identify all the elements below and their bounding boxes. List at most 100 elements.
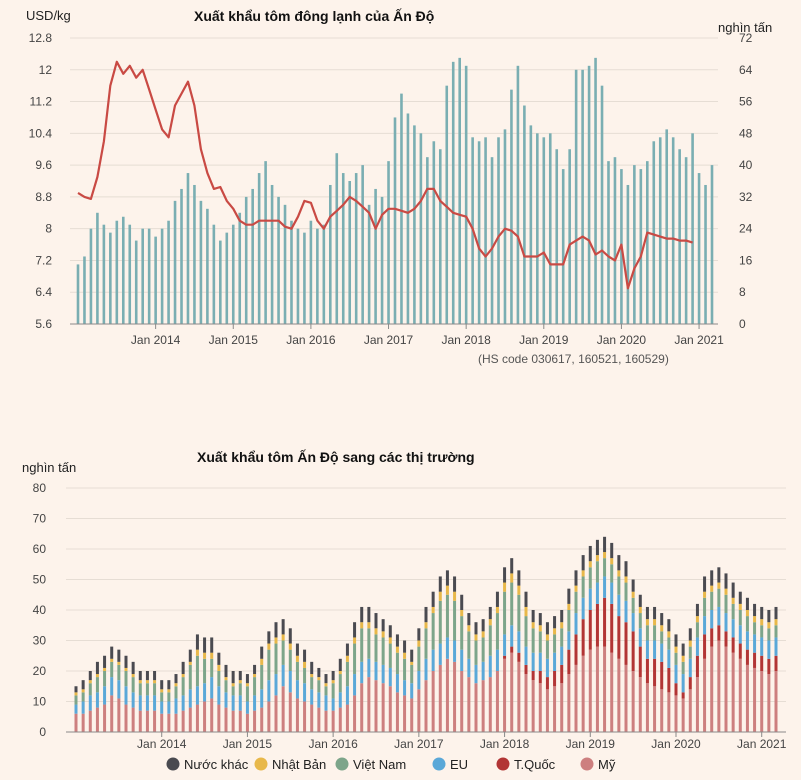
- stacked-segment: [617, 555, 621, 571]
- stacked-segment: [224, 707, 228, 732]
- stacked-segment: [560, 622, 564, 629]
- stacked-segment: [153, 695, 157, 711]
- stacked-segment: [760, 671, 764, 732]
- stacked-segment: [410, 683, 414, 699]
- stacked-segment: [510, 625, 514, 647]
- stacked-segment: [674, 695, 678, 732]
- stacked-segment: [695, 677, 699, 732]
- left-tick-label: 6.4: [35, 285, 52, 299]
- volume-bar: [419, 133, 423, 324]
- volume-bar: [341, 173, 345, 324]
- stacked-segment: [760, 619, 764, 626]
- stacked-segment: [481, 619, 485, 632]
- stacked-segment: [624, 561, 628, 577]
- volume-bar: [529, 125, 533, 324]
- stacked-segment: [124, 655, 128, 668]
- stacked-segment: [738, 603, 742, 610]
- stacked-segment: [545, 622, 549, 635]
- left-tick-label: 7.2: [35, 253, 52, 267]
- stacked-segment: [360, 683, 364, 732]
- stacked-segment: [660, 625, 664, 632]
- stacked-segment: [567, 631, 571, 650]
- stacked-segment: [88, 671, 92, 681]
- stacked-segment: [453, 640, 457, 662]
- legend-label: Mỹ: [598, 757, 616, 772]
- stacked-segment: [203, 652, 207, 659]
- stacked-segment: [667, 667, 671, 693]
- stacked-segment: [438, 664, 442, 732]
- stacked-segment: [288, 671, 292, 693]
- stacked-segment: [345, 704, 349, 732]
- stacked-segment: [638, 628, 642, 647]
- stacked-segment: [260, 646, 264, 659]
- y-tick-label: 30: [33, 634, 47, 648]
- stacked-segment: [717, 606, 721, 626]
- volume-bar: [206, 208, 209, 324]
- stacked-segment: [117, 680, 121, 699]
- stacked-segment: [374, 628, 378, 635]
- stacked-segment: [353, 695, 357, 732]
- stacked-segment: [253, 674, 257, 678]
- right-tick-label: 16: [739, 253, 753, 267]
- stacked-segment: [445, 570, 449, 586]
- stacked-segment: [374, 634, 378, 662]
- stacked-segment: [688, 628, 692, 641]
- stacked-segment: [617, 570, 621, 577]
- stacked-segment: [581, 597, 585, 620]
- stacked-segment: [645, 683, 649, 732]
- stacked-segment: [81, 680, 85, 690]
- stacked-segment: [181, 661, 185, 675]
- stacked-segment: [360, 661, 364, 684]
- stacked-segment: [660, 613, 664, 626]
- stacked-segment: [88, 683, 92, 696]
- stacked-segment: [295, 680, 299, 699]
- stacked-segment: [581, 570, 585, 577]
- stacked-segment: [531, 671, 535, 681]
- stacked-segment: [560, 646, 564, 665]
- stacked-segment: [181, 674, 185, 678]
- stacked-segment: [438, 591, 442, 601]
- volume-bar: [516, 65, 520, 325]
- stacked-segment: [560, 664, 564, 684]
- stacked-segment: [74, 686, 78, 693]
- stacked-segment: [638, 594, 642, 607]
- volume-bar: [710, 165, 714, 324]
- y-tick-label: 10: [33, 695, 47, 709]
- x-tick-label: Jan 2015: [209, 333, 259, 347]
- stacked-segment: [745, 631, 749, 650]
- stacked-segment: [738, 643, 742, 659]
- stacked-segment: [188, 664, 192, 690]
- stacked-segment: [81, 689, 85, 693]
- volume-bar: [225, 232, 229, 324]
- stacked-segment: [703, 591, 707, 598]
- stacked-segment: [295, 643, 299, 656]
- volume-bar: [426, 157, 429, 324]
- stacked-segment: [174, 674, 178, 684]
- stacked-segment: [210, 652, 214, 659]
- stacked-segment: [724, 594, 728, 614]
- stacked-segment: [560, 628, 564, 647]
- stacked-segment: [217, 671, 221, 687]
- stacked-segment: [310, 674, 314, 678]
- stacked-segment: [424, 628, 428, 659]
- stacked-segment: [510, 646, 514, 653]
- volume-bar: [542, 137, 546, 324]
- volume-bar: [594, 57, 597, 324]
- legend-label: Nhật Bản: [272, 757, 326, 772]
- stacked-segment: [124, 667, 128, 671]
- stacked-segment: [681, 674, 685, 693]
- volume-bar: [561, 169, 565, 324]
- stacked-segment: [317, 707, 321, 732]
- stacked-segment: [774, 671, 778, 732]
- stacked-segment: [603, 552, 607, 559]
- volume-bar: [173, 200, 177, 324]
- stacked-segment: [281, 686, 285, 732]
- stacked-segment: [510, 573, 514, 583]
- stacked-segment: [224, 664, 228, 678]
- stacked-segment: [753, 667, 757, 732]
- stacked-segment: [624, 664, 628, 732]
- stacked-segment: [531, 652, 535, 671]
- left-tick-label: 5.6: [35, 317, 52, 331]
- stacked-segment: [131, 677, 135, 693]
- stacked-segment: [474, 640, 478, 665]
